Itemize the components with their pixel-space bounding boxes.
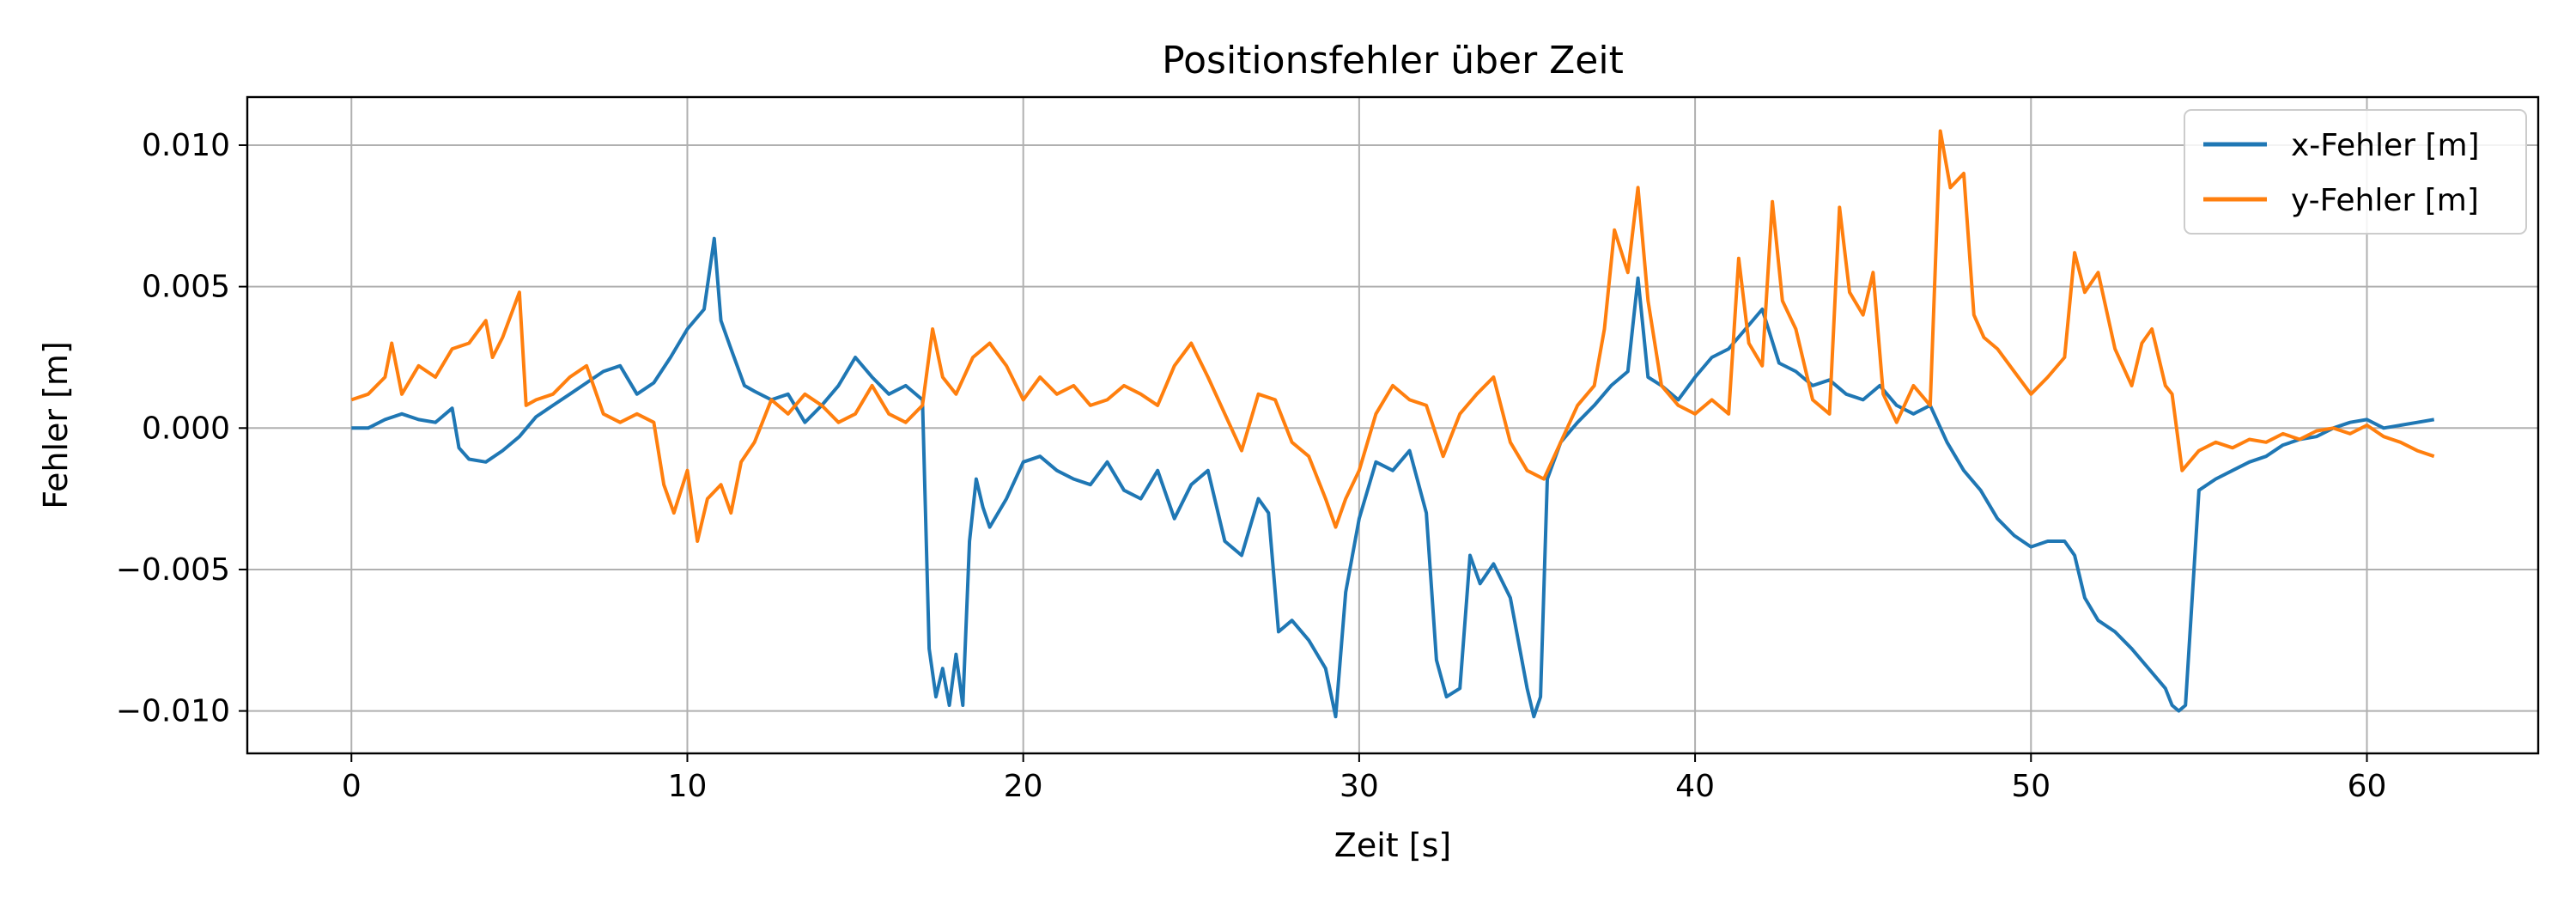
legend-box [2184, 109, 2527, 235]
legend: x-Fehler [m] y-Fehler [m] [2184, 109, 2527, 235]
x-axis-label: Zeit [s] [1334, 826, 1451, 864]
legend-label-y-fehler: y-Fehler [m] [2291, 183, 2479, 218]
series-line-y-fehler [350, 129, 2435, 543]
y-tick-label: 0.000 [142, 411, 230, 446]
x-tick-label: 40 [1675, 769, 1715, 804]
plot-frame [246, 95, 2540, 755]
x-tick-label: 20 [1004, 769, 1043, 804]
x-tick-label: 50 [2011, 769, 2050, 804]
x-tick-label: 30 [1340, 769, 1379, 804]
y-tick-label: 0.010 [142, 128, 230, 163]
legend-label-x-fehler: x-Fehler [m] [2291, 128, 2480, 163]
series-line-x-fehler [351, 236, 2435, 719]
y-tick-label: 0.005 [142, 270, 230, 305]
y-axis-ticks: −0.010 −0.005 0.000 0.005 0.010 [116, 128, 247, 729]
x-tick-label: 0 [342, 769, 361, 804]
y-tick-label: −0.005 [116, 552, 230, 588]
chart-title: Positionsfehler über Zeit [1162, 39, 1624, 82]
x-axis-ticks: 0 10 20 30 40 50 60 [342, 753, 2387, 804]
y-tick-label: −0.010 [116, 694, 230, 729]
x-tick-label: 60 [2348, 769, 2387, 804]
series-layer [350, 129, 2435, 719]
grid [247, 97, 2538, 753]
x-tick-label: 10 [668, 769, 708, 804]
y-axis-label: Fehler [m] [37, 341, 75, 509]
